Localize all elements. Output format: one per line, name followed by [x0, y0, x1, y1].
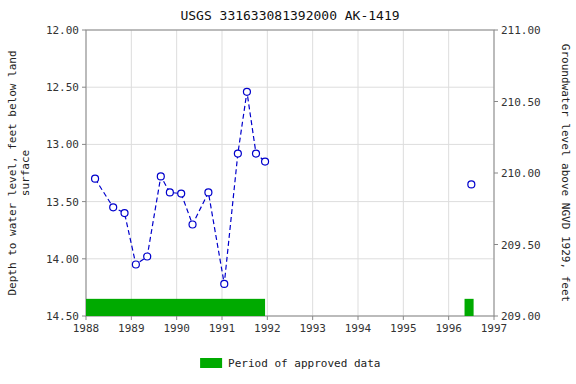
y2-tick — [494, 30, 498, 31]
data — [86, 88, 475, 316]
point — [253, 150, 260, 157]
x-tick-label: 1994 — [345, 322, 372, 335]
x-tick-label: 1996 — [435, 322, 462, 335]
x-tick — [222, 316, 223, 320]
legend: Period of approved data — [200, 357, 380, 370]
y-tick — [82, 30, 86, 31]
y2-tick-label: 210.50 — [501, 96, 541, 109]
legend-swatch — [200, 358, 222, 368]
grid — [86, 30, 494, 316]
x-tick — [358, 316, 359, 320]
x-tick-label: 1997 — [481, 322, 508, 335]
point — [144, 253, 151, 260]
y-tick — [82, 144, 86, 145]
x-tick-label: 1989 — [118, 322, 145, 335]
x-tick-label: 1990 — [163, 322, 190, 335]
y-tick — [82, 316, 86, 317]
y2-tick — [494, 101, 498, 102]
point — [205, 189, 212, 196]
x-axis: 1988 1989 1990 1991 1992 1993 1994 1995 1996 1997 — [73, 316, 508, 335]
y-axis: 12.00 12.50 13.00 13.50 14.00 14.50 — [46, 24, 86, 323]
y-tick-label: 14.50 — [46, 310, 79, 323]
approved-period — [86, 299, 265, 316]
point — [189, 221, 196, 228]
y2-tick — [494, 173, 498, 174]
approved-period — [465, 299, 474, 316]
point — [132, 261, 139, 268]
background — [0, 0, 576, 384]
x-tick — [131, 316, 132, 320]
y-tick — [82, 87, 86, 88]
y-tick — [82, 201, 86, 202]
series-line — [95, 92, 265, 284]
y-tick-label: 12.00 — [46, 24, 79, 37]
x-tick-label: 1992 — [254, 322, 281, 335]
y2-tick-label: 210.00 — [501, 167, 541, 180]
x-tick — [494, 316, 495, 320]
point — [166, 189, 173, 196]
grid-line-x — [222, 30, 223, 316]
y-axis-label: Depth to water level, feet below landsur… — [6, 50, 32, 295]
point — [468, 181, 475, 188]
grid-line-y — [86, 201, 494, 202]
plot-frame — [86, 30, 494, 316]
title: USGS 331633081392000 AK-1419 — [180, 8, 399, 23]
x-tick — [267, 316, 268, 320]
x-tick-label: 1991 — [209, 322, 236, 335]
y-tick — [82, 258, 86, 259]
point — [92, 175, 99, 182]
x-tick — [86, 316, 87, 320]
y2-axis: 209.00 209.50 210.00 210.50 211.00 — [494, 24, 541, 323]
legend-label: Period of approved data — [228, 357, 380, 370]
x-tick — [403, 316, 404, 320]
x-tick — [448, 316, 449, 320]
y2-tick-label: 209.50 — [501, 239, 541, 252]
point — [262, 158, 269, 165]
point — [157, 173, 164, 180]
point — [234, 150, 241, 157]
y-tick-label: 14.00 — [46, 253, 79, 266]
grid-line-y — [86, 87, 494, 88]
point — [221, 280, 228, 287]
y-tick-label: 13.00 — [46, 138, 79, 151]
y2-axis-label: Groundwater level above NGVD 1929, feet — [559, 44, 572, 302]
grid-line-y — [86, 144, 494, 145]
grid-line-x — [176, 30, 177, 316]
point — [110, 204, 117, 211]
point — [178, 190, 185, 197]
y2-tick — [494, 244, 498, 245]
y-tick-label: 13.50 — [46, 196, 79, 209]
grid-line-x — [403, 30, 404, 316]
grid-line-x — [267, 30, 268, 316]
x-tick-label: 1993 — [299, 322, 326, 335]
grid-line-x — [131, 30, 132, 316]
point — [121, 210, 128, 217]
x-tick-label: 1995 — [390, 322, 417, 335]
grid-line-x — [448, 30, 449, 316]
point — [243, 88, 250, 95]
grid-line-x — [358, 30, 359, 316]
y2-tick — [494, 316, 498, 317]
y-tick-label: 12.50 — [46, 81, 79, 94]
y2-tick-label: 209.00 — [501, 310, 541, 323]
x-tick — [312, 316, 313, 320]
grid-line-x — [312, 30, 313, 316]
x-tick — [176, 316, 177, 320]
x-tick-label: 1988 — [73, 322, 100, 335]
y2-tick-label: 211.00 — [501, 24, 541, 37]
